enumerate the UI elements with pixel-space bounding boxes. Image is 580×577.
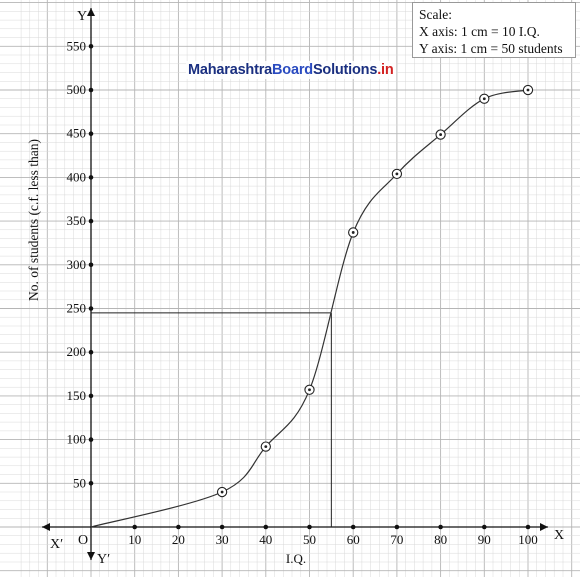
y-tick-mark xyxy=(88,218,94,224)
x-tick-label: 90 xyxy=(478,532,491,547)
y-tick-mark xyxy=(88,481,94,486)
x-tick-mark xyxy=(263,524,269,530)
axes xyxy=(42,8,548,560)
data-point xyxy=(439,133,442,136)
y-tick-mark xyxy=(88,262,94,268)
x-tick-label: 20 xyxy=(172,532,185,547)
x-tick-mark xyxy=(438,524,443,530)
x-axis-arrowhead xyxy=(540,523,548,531)
x-tick-mark xyxy=(176,524,181,530)
y-tick-label: 350 xyxy=(67,213,87,228)
y-tick-mark xyxy=(88,175,94,180)
x-tick-label: 60 xyxy=(347,532,360,547)
x-tick-mark xyxy=(482,524,487,530)
x-tick-label: 70 xyxy=(390,532,403,547)
y-axis-letter: Y xyxy=(77,9,87,24)
y-tick-mark xyxy=(88,131,94,136)
watermark-part-1: Maharashtra xyxy=(188,62,273,78)
y-tick-label: 450 xyxy=(67,126,87,141)
x-tick-mark xyxy=(350,524,356,530)
data-point xyxy=(308,388,311,392)
y-tick-mark xyxy=(88,349,94,355)
y-tick-label: 300 xyxy=(67,257,87,272)
origin-label: O xyxy=(78,533,88,548)
reference-lines xyxy=(91,312,332,527)
y-tick-label: 50 xyxy=(73,475,86,490)
x-tick-label: 80 xyxy=(434,532,447,547)
y-negative-axis-letter: Y′ xyxy=(97,552,110,567)
y-tick-label: 150 xyxy=(67,388,87,403)
tick-labels: 10 20 30 40 50 60 70 80 90 100 50 100 150 200 250 300 35… xyxy=(67,38,538,547)
x-tick-label: 30 xyxy=(216,532,229,547)
y-tick-label: 550 xyxy=(67,38,87,53)
y-negative-arrowhead xyxy=(87,552,95,560)
y-tick-mark xyxy=(88,44,94,49)
x-tick-mark xyxy=(525,524,531,530)
y-tick-label: 500 xyxy=(67,82,87,97)
x-tick-label: 10 xyxy=(128,532,141,547)
y-tick-label: 200 xyxy=(67,344,87,359)
x-tick-mark xyxy=(132,524,137,530)
x-axis-label: I.Q. xyxy=(286,551,306,566)
y-tick-mark xyxy=(88,393,94,399)
scale-y-line: Y axis: 1 cm = 50 students xyxy=(419,41,563,56)
data-point xyxy=(395,172,399,176)
scale-x-line: X axis: 1 cm = 10 I.Q. xyxy=(419,24,540,39)
y-tick-label: 400 xyxy=(67,169,87,184)
x-tick-label: 40 xyxy=(259,532,272,547)
x-negative-arrowhead xyxy=(42,523,50,531)
data-point xyxy=(482,97,486,101)
data-point xyxy=(220,490,224,494)
site-watermark: MaharashtraBoardSolutions.in xyxy=(186,61,396,79)
y-tick-mark xyxy=(88,87,94,93)
y-tick-mark xyxy=(88,306,94,311)
data-point xyxy=(351,231,355,234)
y-tick-mark xyxy=(88,437,94,442)
watermark-part-2: Board xyxy=(272,62,313,78)
watermark-part-3: Solutions xyxy=(312,62,378,78)
y-axis-label: No. of students (c.f. less than) xyxy=(26,139,41,301)
x-axis-letter: X xyxy=(554,528,564,543)
x-tick-mark xyxy=(394,524,400,530)
x-tick-label: 50 xyxy=(303,532,316,547)
x-negative-axis-letter: X′ xyxy=(50,537,63,552)
data-point xyxy=(526,88,530,92)
data-points xyxy=(216,84,534,498)
y-tick-label: 100 xyxy=(67,432,87,447)
data-point xyxy=(264,445,268,448)
x-tick-label: 100 xyxy=(518,532,538,547)
scale-legend-box: Scale: X axis: 1 cm = 10 I.Q. Y axis: 1 … xyxy=(412,2,576,58)
watermark-part-4: .in xyxy=(377,62,394,78)
x-tick-mark xyxy=(219,524,225,530)
scale-title: Scale: xyxy=(419,7,452,22)
y-axis-arrowhead xyxy=(87,8,95,16)
y-tick-label: 250 xyxy=(67,301,87,316)
x-tick-mark xyxy=(307,524,312,530)
